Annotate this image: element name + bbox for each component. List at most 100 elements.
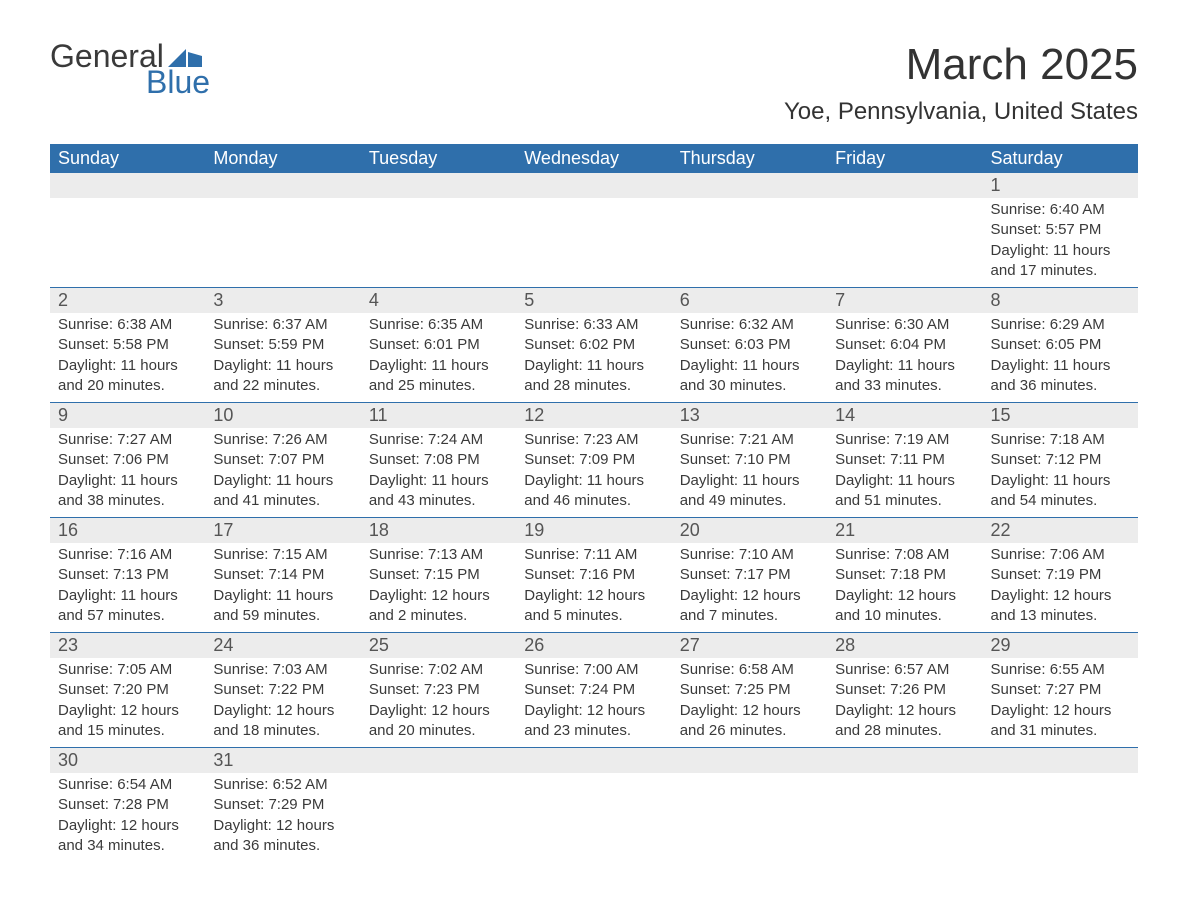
day-d1: Daylight: 12 hours — [680, 701, 819, 721]
day-data-cell — [361, 773, 516, 862]
day-data-cell — [672, 773, 827, 862]
day-d2: and 46 minutes. — [524, 491, 663, 511]
day-ss: Sunset: 5:59 PM — [213, 335, 352, 355]
day-d1: Daylight: 12 hours — [369, 701, 508, 721]
day-sr: Sunrise: 6:30 AM — [835, 315, 974, 335]
day-d2: and 49 minutes. — [680, 491, 819, 511]
day-data-cell: Sunrise: 7:16 AMSunset: 7:13 PMDaylight:… — [50, 543, 205, 633]
day-data-cell: Sunrise: 7:11 AMSunset: 7:16 PMDaylight:… — [516, 543, 671, 633]
day-data-cell: Sunrise: 6:29 AMSunset: 6:05 PMDaylight:… — [983, 313, 1138, 403]
location-subtitle: Yoe, Pennsylvania, United States — [784, 98, 1138, 126]
day-data-cell: Sunrise: 7:27 AMSunset: 7:06 PMDaylight:… — [50, 428, 205, 518]
logo-word-blue: Blue — [146, 66, 210, 98]
day-number-cell — [50, 173, 205, 198]
header-block: General Blue March 2025 Yoe, Pennsylvani… — [50, 40, 1138, 126]
day-sr: Sunrise: 7:11 AM — [524, 545, 663, 565]
day-d2: and 2 minutes. — [369, 606, 508, 626]
weekday-header: Thursday — [672, 144, 827, 173]
day-ss: Sunset: 7:14 PM — [213, 565, 352, 585]
day-d1: Daylight: 11 hours — [991, 471, 1130, 491]
day-number-cell — [205, 173, 360, 198]
day-number-cell: 29 — [983, 633, 1138, 659]
day-data-cell: Sunrise: 7:08 AMSunset: 7:18 PMDaylight:… — [827, 543, 982, 633]
day-ss: Sunset: 6:02 PM — [524, 335, 663, 355]
day-number-cell: 5 — [516, 288, 671, 314]
day-sr: Sunrise: 7:18 AM — [991, 430, 1130, 450]
daynum-row: 3031 — [50, 748, 1138, 774]
day-ss: Sunset: 6:01 PM — [369, 335, 508, 355]
day-ss: Sunset: 7:16 PM — [524, 565, 663, 585]
day-ss: Sunset: 7:11 PM — [835, 450, 974, 470]
day-sr: Sunrise: 6:55 AM — [991, 660, 1130, 680]
day-number-cell: 27 — [672, 633, 827, 659]
day-data-cell — [516, 773, 671, 862]
day-d1: Daylight: 11 hours — [991, 356, 1130, 376]
day-d1: Daylight: 11 hours — [835, 471, 974, 491]
day-data-cell: Sunrise: 7:02 AMSunset: 7:23 PMDaylight:… — [361, 658, 516, 748]
day-data-cell: Sunrise: 7:00 AMSunset: 7:24 PMDaylight:… — [516, 658, 671, 748]
day-ss: Sunset: 5:57 PM — [991, 220, 1130, 240]
day-data-cell: Sunrise: 6:40 AMSunset: 5:57 PMDaylight:… — [983, 198, 1138, 288]
day-sr: Sunrise: 6:33 AM — [524, 315, 663, 335]
day-sr: Sunrise: 7:13 AM — [369, 545, 508, 565]
day-sr: Sunrise: 7:19 AM — [835, 430, 974, 450]
day-data-row: Sunrise: 6:40 AMSunset: 5:57 PMDaylight:… — [50, 198, 1138, 288]
day-number-cell: 15 — [983, 403, 1138, 429]
day-sr: Sunrise: 7:10 AM — [680, 545, 819, 565]
day-d1: Daylight: 11 hours — [58, 356, 197, 376]
day-data-cell: Sunrise: 6:57 AMSunset: 7:26 PMDaylight:… — [827, 658, 982, 748]
day-data-cell: Sunrise: 7:15 AMSunset: 7:14 PMDaylight:… — [205, 543, 360, 633]
day-sr: Sunrise: 6:54 AM — [58, 775, 197, 795]
day-data-cell — [672, 198, 827, 288]
day-sr: Sunrise: 7:16 AM — [58, 545, 197, 565]
day-d1: Daylight: 11 hours — [58, 586, 197, 606]
day-number-cell: 24 — [205, 633, 360, 659]
day-d2: and 28 minutes. — [835, 721, 974, 741]
day-number-cell — [983, 748, 1138, 774]
day-sr: Sunrise: 7:24 AM — [369, 430, 508, 450]
day-sr: Sunrise: 6:32 AM — [680, 315, 819, 335]
day-data-row: Sunrise: 7:16 AMSunset: 7:13 PMDaylight:… — [50, 543, 1138, 633]
daynum-row: 1 — [50, 173, 1138, 198]
day-ss: Sunset: 6:03 PM — [680, 335, 819, 355]
daynum-row: 9101112131415 — [50, 403, 1138, 429]
day-ss: Sunset: 7:20 PM — [58, 680, 197, 700]
day-ss: Sunset: 6:05 PM — [991, 335, 1130, 355]
day-d2: and 15 minutes. — [58, 721, 197, 741]
day-data-cell: Sunrise: 7:13 AMSunset: 7:15 PMDaylight:… — [361, 543, 516, 633]
day-number-cell: 20 — [672, 518, 827, 544]
day-data-cell: Sunrise: 6:55 AMSunset: 7:27 PMDaylight:… — [983, 658, 1138, 748]
day-ss: Sunset: 7:13 PM — [58, 565, 197, 585]
day-sr: Sunrise: 7:15 AM — [213, 545, 352, 565]
day-ss: Sunset: 7:19 PM — [991, 565, 1130, 585]
daynum-row: 23242526272829 — [50, 633, 1138, 659]
day-number-cell: 28 — [827, 633, 982, 659]
day-d2: and 33 minutes. — [835, 376, 974, 396]
day-d1: Daylight: 12 hours — [213, 816, 352, 836]
calendar-table: Sunday Monday Tuesday Wednesday Thursday… — [50, 144, 1138, 862]
day-number-cell: 25 — [361, 633, 516, 659]
day-data-cell — [361, 198, 516, 288]
day-d2: and 23 minutes. — [524, 721, 663, 741]
day-d2: and 59 minutes. — [213, 606, 352, 626]
day-d1: Daylight: 12 hours — [58, 816, 197, 836]
day-data-row: Sunrise: 7:27 AMSunset: 7:06 PMDaylight:… — [50, 428, 1138, 518]
day-d1: Daylight: 12 hours — [680, 586, 819, 606]
weekday-header: Sunday — [50, 144, 205, 173]
day-sr: Sunrise: 7:27 AM — [58, 430, 197, 450]
day-d1: Daylight: 11 hours — [369, 356, 508, 376]
day-sr: Sunrise: 6:52 AM — [213, 775, 352, 795]
day-number-cell: 12 — [516, 403, 671, 429]
day-d1: Daylight: 11 hours — [524, 356, 663, 376]
day-d1: Daylight: 11 hours — [213, 356, 352, 376]
day-ss: Sunset: 7:28 PM — [58, 795, 197, 815]
day-number-cell: 9 — [50, 403, 205, 429]
day-ss: Sunset: 7:08 PM — [369, 450, 508, 470]
day-d2: and 34 minutes. — [58, 836, 197, 856]
month-title: March 2025 — [784, 40, 1138, 90]
day-number-cell — [516, 748, 671, 774]
day-data-cell: Sunrise: 7:23 AMSunset: 7:09 PMDaylight:… — [516, 428, 671, 518]
day-ss: Sunset: 7:26 PM — [835, 680, 974, 700]
day-data-cell: Sunrise: 7:05 AMSunset: 7:20 PMDaylight:… — [50, 658, 205, 748]
day-number-cell: 19 — [516, 518, 671, 544]
